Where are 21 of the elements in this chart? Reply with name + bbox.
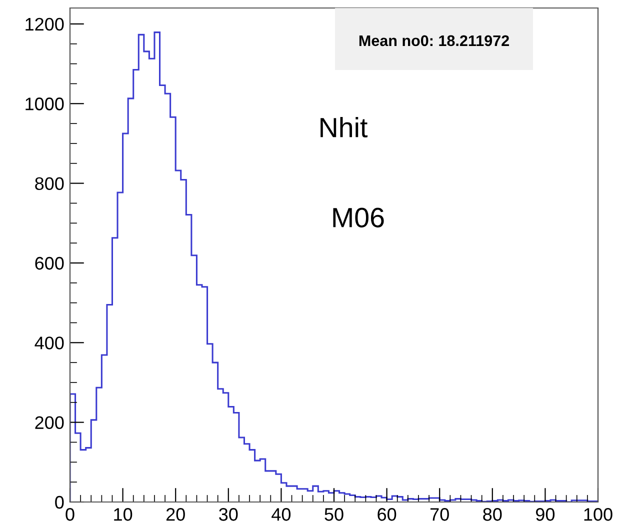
y-tick-label: 0 bbox=[55, 496, 64, 509]
x-tick-label: 50 bbox=[324, 508, 344, 521]
y-tick-label: 600 bbox=[35, 256, 64, 270]
x-tick-label: 60 bbox=[378, 508, 396, 521]
annotation: M06 bbox=[333, 208, 384, 228]
y-tick-label: 200 bbox=[35, 416, 64, 430]
y-tick-label: 1000 bbox=[26, 98, 64, 110]
y-tick-label: 1200 bbox=[26, 18, 64, 31]
x-tick-label: 10 bbox=[114, 508, 132, 521]
y-tick-label: 800 bbox=[35, 177, 64, 190]
x-tick-label: 100 bbox=[584, 508, 612, 521]
x-tick-label: 20 bbox=[166, 508, 185, 521]
x-tick-label: 30 bbox=[219, 508, 238, 521]
x-tick-label: 90 bbox=[536, 508, 555, 521]
x-tick-label: 80 bbox=[483, 508, 502, 521]
x-tick-label: 40 bbox=[272, 508, 291, 521]
x-tick-label: 0 bbox=[66, 508, 74, 521]
annotation: Mean no0: 18.211972 bbox=[359, 35, 509, 46]
y-tick-label: 400 bbox=[34, 336, 64, 350]
x-tick-label: 70 bbox=[430, 508, 449, 521]
annotation: Nhit bbox=[320, 117, 368, 138]
